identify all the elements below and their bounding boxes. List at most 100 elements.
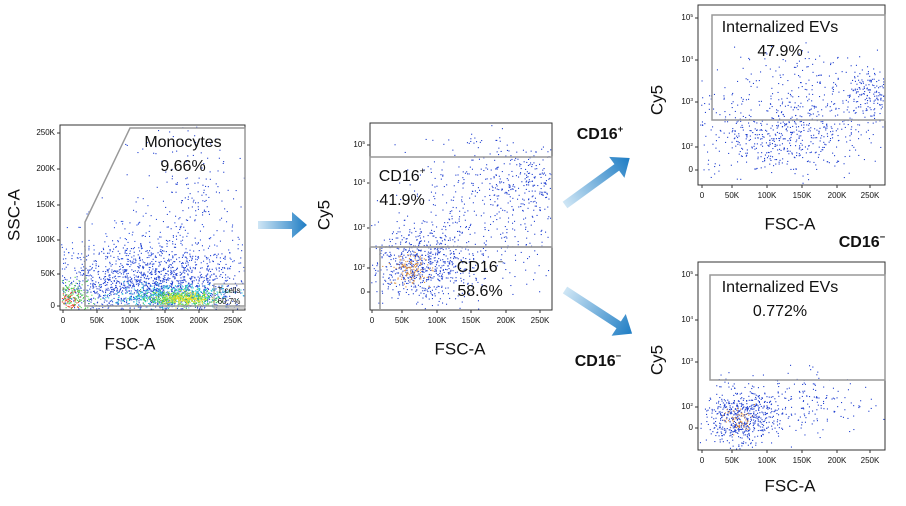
event-dot bbox=[221, 287, 223, 289]
event-dot bbox=[171, 301, 173, 303]
event-dot bbox=[515, 175, 517, 177]
event-dot bbox=[123, 297, 125, 299]
event-dot bbox=[211, 299, 213, 301]
event-dot bbox=[204, 302, 206, 304]
event-dot bbox=[167, 285, 169, 287]
event-dot bbox=[375, 269, 377, 271]
event-dot bbox=[143, 273, 145, 275]
event-dot bbox=[539, 209, 541, 211]
event-dot bbox=[129, 297, 131, 299]
event-dot bbox=[376, 265, 378, 267]
event-dot bbox=[392, 279, 394, 281]
event-dot bbox=[457, 295, 459, 297]
event-dot bbox=[454, 256, 456, 258]
event-dot bbox=[400, 263, 402, 265]
event-dot bbox=[179, 291, 181, 293]
event-dot bbox=[140, 276, 142, 278]
event-dot bbox=[205, 256, 207, 258]
event-dot bbox=[110, 287, 112, 289]
event-dot bbox=[139, 281, 141, 283]
event-dot bbox=[476, 141, 478, 143]
event-dot bbox=[126, 248, 128, 250]
event-dot bbox=[131, 280, 133, 282]
event-dot bbox=[127, 298, 129, 300]
event-dot bbox=[80, 267, 82, 269]
event-dot bbox=[458, 218, 460, 220]
event-dot bbox=[109, 263, 111, 265]
event-dot bbox=[396, 221, 398, 223]
event-dot bbox=[147, 298, 149, 300]
event-dot bbox=[123, 287, 125, 289]
event-dot bbox=[456, 257, 458, 259]
event-dot bbox=[413, 264, 415, 266]
event-dot bbox=[126, 249, 128, 251]
event-dot bbox=[168, 277, 170, 279]
event-dot bbox=[156, 291, 158, 293]
event-dot bbox=[823, 126, 825, 128]
event-dot bbox=[782, 101, 784, 103]
event-dot bbox=[182, 288, 184, 290]
event-dot bbox=[385, 266, 387, 268]
event-dot bbox=[407, 260, 409, 262]
event-dot bbox=[460, 280, 462, 282]
event-dot bbox=[430, 251, 432, 253]
y-tick-label: 100K bbox=[36, 235, 55, 244]
event-dot bbox=[505, 236, 507, 238]
event-dot bbox=[185, 141, 187, 143]
event-dot bbox=[178, 299, 180, 301]
event-dot bbox=[175, 273, 177, 275]
event-dot bbox=[67, 300, 69, 302]
event-dot bbox=[489, 194, 491, 196]
event-dot bbox=[225, 277, 227, 279]
event-dot bbox=[160, 280, 162, 282]
event-dot bbox=[808, 179, 810, 181]
event-dot bbox=[526, 174, 528, 176]
event-dot bbox=[231, 226, 233, 228]
event-dot bbox=[177, 288, 179, 290]
event-dot bbox=[80, 287, 82, 289]
event-dot bbox=[779, 118, 781, 120]
event-dot bbox=[68, 299, 70, 301]
event-dot bbox=[205, 297, 207, 299]
event-dot bbox=[401, 265, 403, 267]
event-dot bbox=[201, 300, 203, 302]
x-tick-label: 50K bbox=[395, 316, 410, 325]
event-dot bbox=[190, 294, 192, 296]
event-dot bbox=[474, 243, 476, 245]
event-dot bbox=[61, 280, 63, 282]
event-dot bbox=[531, 166, 533, 168]
event-dot bbox=[405, 267, 407, 269]
event-dot bbox=[198, 300, 200, 302]
event-dot bbox=[197, 304, 199, 306]
event-dot bbox=[200, 296, 202, 298]
event-dot bbox=[129, 307, 131, 309]
event-dot bbox=[410, 253, 412, 255]
event-dot bbox=[391, 245, 393, 247]
event-dot bbox=[778, 83, 780, 85]
event-dot bbox=[429, 290, 431, 292]
event-dot bbox=[383, 254, 385, 256]
event-dot bbox=[420, 240, 422, 242]
event-dot bbox=[198, 288, 200, 290]
event-dot bbox=[220, 274, 222, 276]
event-dot bbox=[531, 180, 533, 182]
event-dot bbox=[205, 303, 207, 305]
event-dot bbox=[73, 287, 75, 289]
event-dot bbox=[448, 273, 450, 275]
event-dot bbox=[190, 297, 192, 299]
event-dot bbox=[145, 291, 147, 293]
event-dot bbox=[159, 236, 161, 238]
event-dot bbox=[155, 277, 157, 279]
event-dot bbox=[526, 237, 528, 239]
event-dot bbox=[133, 307, 135, 309]
event-dot bbox=[519, 165, 521, 167]
event-dot bbox=[807, 130, 809, 132]
event-dot bbox=[189, 268, 191, 270]
event-dot bbox=[140, 279, 142, 281]
event-dot bbox=[393, 254, 395, 256]
event-dot bbox=[197, 208, 199, 210]
event-dot bbox=[493, 176, 495, 178]
event-dot bbox=[858, 154, 860, 156]
event-dot bbox=[417, 301, 419, 303]
event-dot bbox=[439, 298, 441, 300]
